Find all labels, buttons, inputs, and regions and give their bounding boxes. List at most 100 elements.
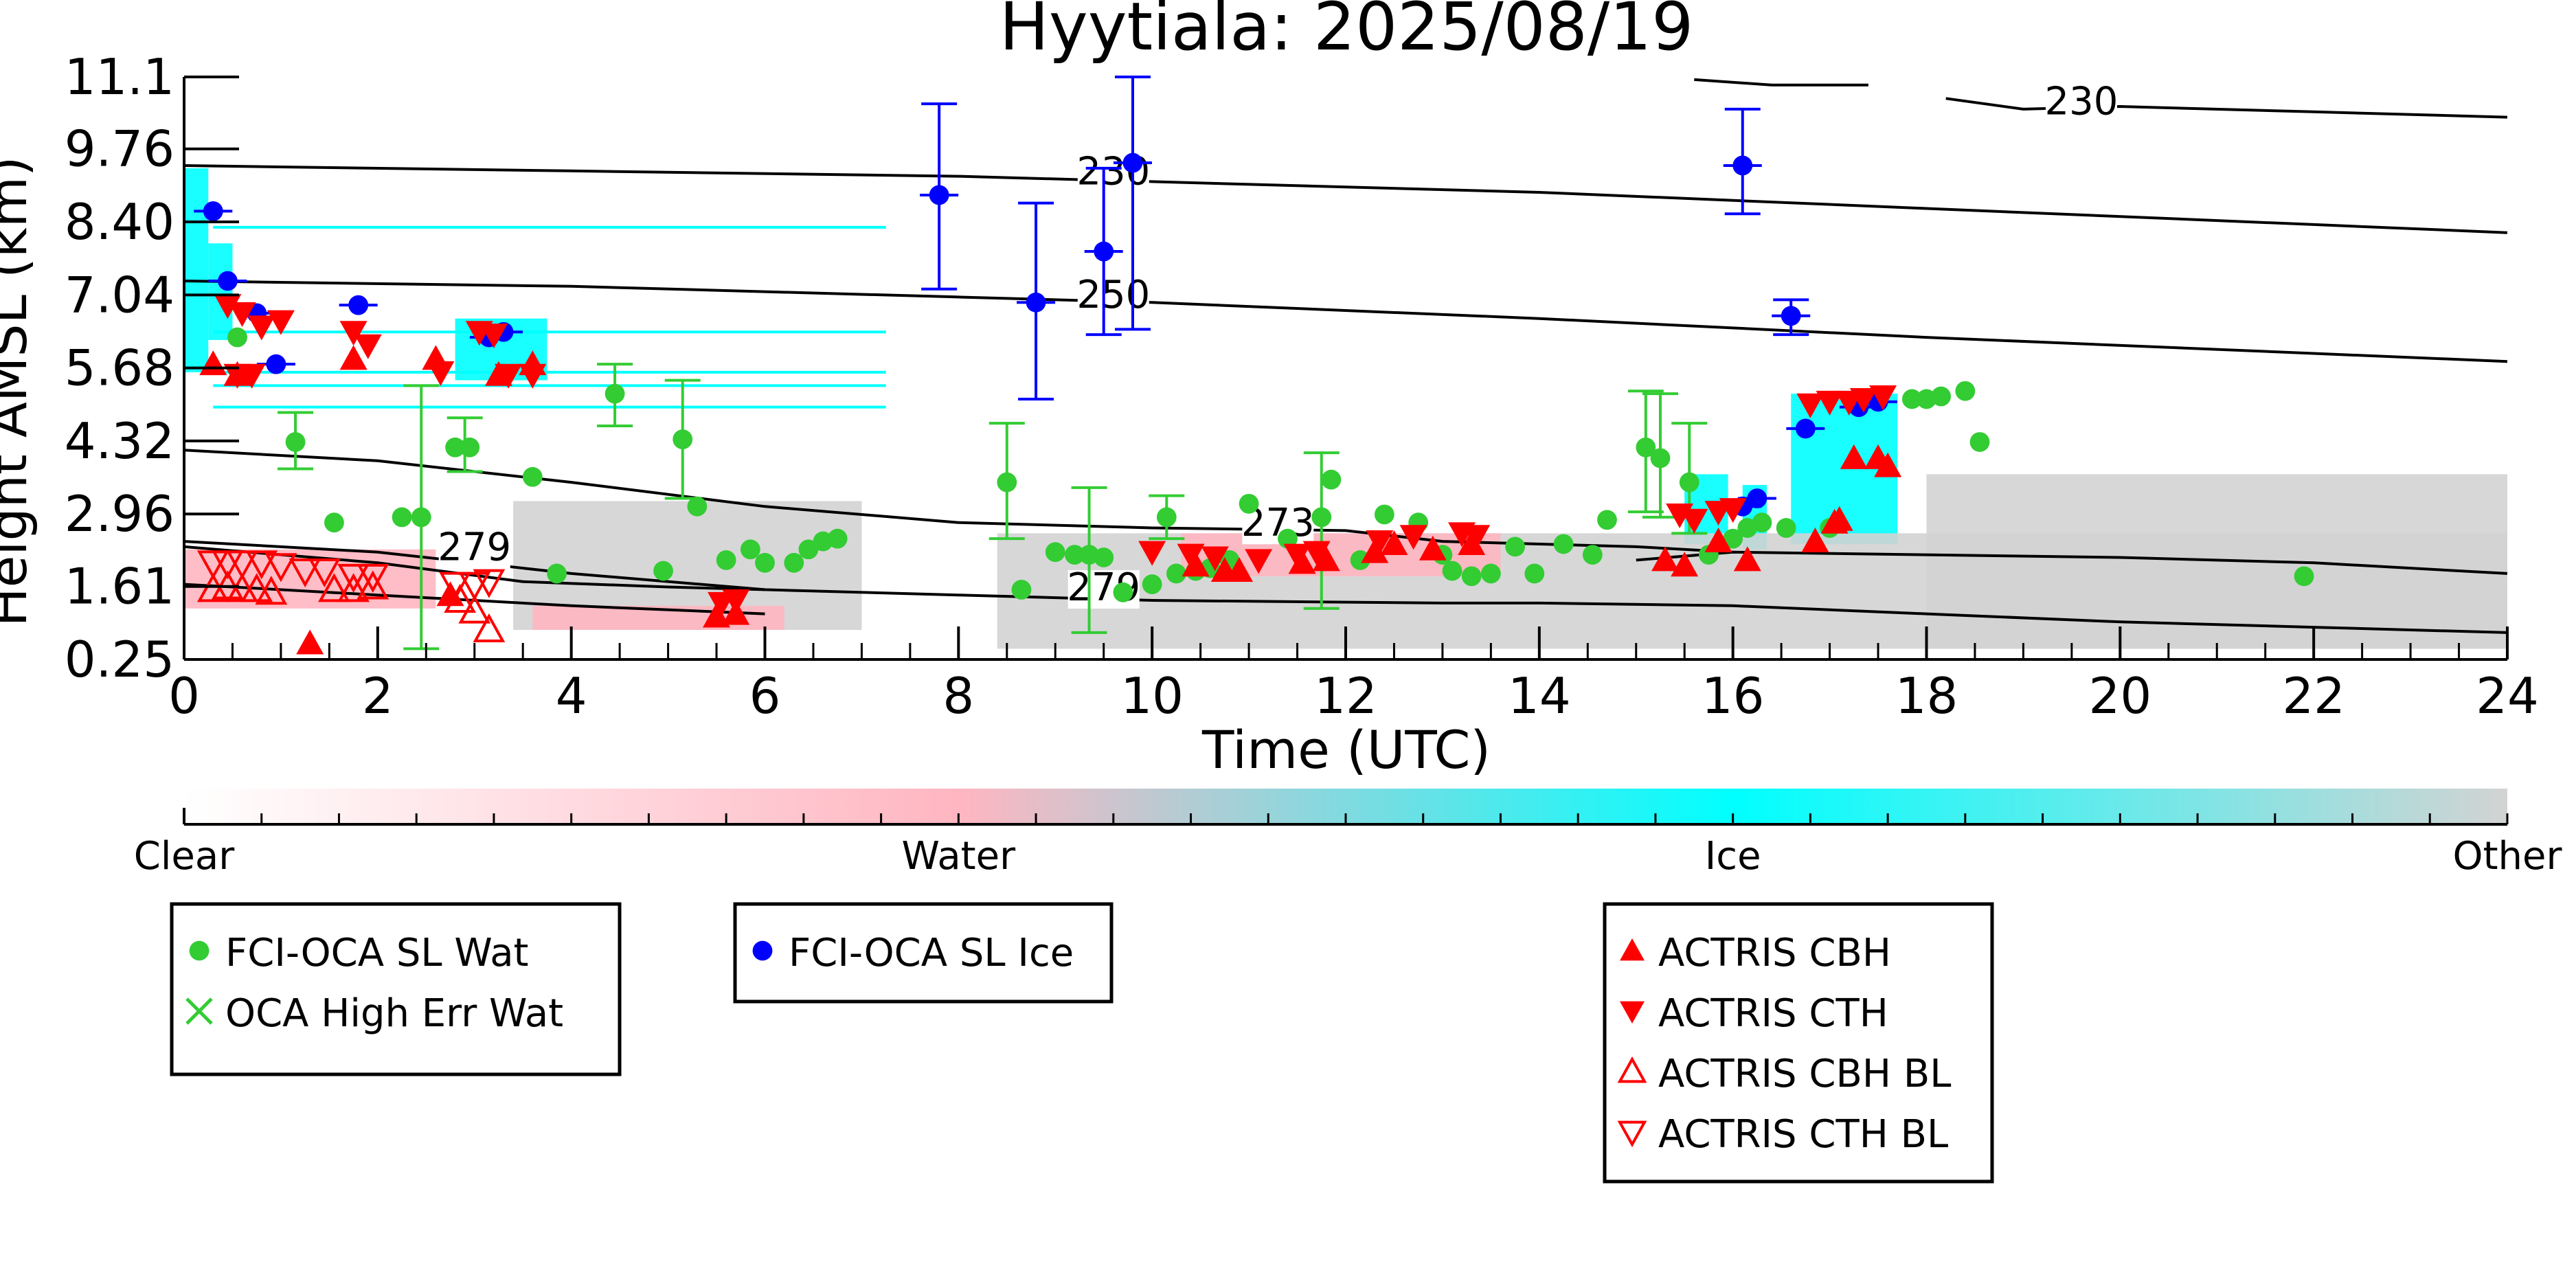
point-actris-cth bbox=[1138, 541, 1166, 566]
point-fci-oca-sl-wat bbox=[1374, 504, 1394, 525]
point-actris-cth bbox=[354, 334, 382, 359]
point-fci-oca-sl-wat bbox=[1582, 545, 1603, 565]
point-actris-cth-bl bbox=[337, 563, 370, 593]
legend-marker bbox=[1620, 1001, 1645, 1024]
point-fci-oca-sl-wat bbox=[1723, 528, 1743, 549]
chart-title: Hyytiala: 2025/08/19 bbox=[999, 0, 1694, 65]
contour-label: 279 bbox=[438, 525, 511, 569]
point-fci-oca-sl-wat bbox=[1553, 534, 1574, 554]
point-actris-cbh bbox=[1225, 557, 1253, 583]
point-actris-cbh-bl bbox=[337, 573, 370, 602]
point-fci-oca-sl-wat bbox=[1142, 574, 1162, 594]
point-actris-cbh bbox=[1288, 549, 1316, 574]
point-actris-cbh bbox=[1458, 530, 1486, 555]
contour-line bbox=[183, 540, 2508, 634]
point-actris-cth bbox=[1302, 541, 1331, 566]
point-fci-oca-sl-wat bbox=[784, 552, 804, 573]
point-actris-cth-bl bbox=[289, 558, 321, 588]
point-actris-cbh-bl bbox=[444, 583, 477, 613]
point-fci-oca-sl-wat bbox=[1311, 507, 1332, 528]
legend-label: ACTRIS CBH bbox=[1658, 931, 1891, 975]
data-markers bbox=[194, 152, 2314, 655]
point-actris-cth bbox=[1719, 498, 1747, 523]
point-actris-cth bbox=[238, 363, 266, 389]
x-tick-label: 6 bbox=[749, 667, 781, 725]
point-fci-oca-sl-wat bbox=[1321, 469, 1342, 490]
point-actris-cth bbox=[247, 315, 275, 341]
legend-box: ACTRIS CBH ACTRIS CTH ACTRIS CBH BL ACTRIS … bbox=[1603, 902, 1994, 1184]
point-fci-oca-sl-wat bbox=[1636, 437, 1656, 457]
point-actris-cbh-bl bbox=[458, 594, 491, 624]
y-tick-label: 2.96 bbox=[65, 485, 174, 543]
point-actris-cbh bbox=[436, 581, 464, 607]
point-fci-oca-sl-wat bbox=[460, 437, 480, 457]
x-tick-label: 22 bbox=[2282, 667, 2345, 725]
point-actris-cth bbox=[1680, 508, 1708, 534]
point-fci-oca-sl-wat bbox=[1931, 386, 1952, 407]
point-fci-oca-sl-wat bbox=[687, 496, 708, 517]
point-actris-cth-bl bbox=[245, 550, 278, 580]
point-actris-cbh bbox=[1840, 444, 1868, 469]
legend-label: FCI-OCA SL Wat bbox=[225, 931, 529, 975]
colorbar-label: Ice bbox=[1705, 834, 1761, 879]
point-actris-cth bbox=[495, 363, 523, 389]
point-actris-cth bbox=[1245, 549, 1273, 574]
contour-label: 250 bbox=[1076, 273, 1150, 317]
point-actris-cth bbox=[1177, 543, 1205, 569]
legend-marker bbox=[1617, 1120, 1647, 1148]
legend-label: FCI-OCA SL Ice bbox=[789, 931, 1074, 975]
point-actris-cbh bbox=[1651, 546, 1680, 572]
point-actris-cth bbox=[339, 321, 368, 346]
point-fci-oca-sl-wat bbox=[324, 512, 344, 533]
point-fci-oca-sl-wat bbox=[1505, 536, 1526, 557]
point-fci-oca-sl-wat bbox=[716, 550, 736, 570]
point-fci-oca-sl-wat bbox=[1094, 547, 1114, 567]
point-actris-cth bbox=[267, 310, 295, 335]
colorbar-label: Clear bbox=[134, 834, 235, 879]
point-fci-oca-sl-wat bbox=[522, 466, 543, 487]
point-fci-oca-sl-wat bbox=[1166, 563, 1186, 584]
point-actris-cbh bbox=[1704, 528, 1732, 553]
point-actris-cth-bl bbox=[357, 563, 389, 593]
point-fci-oca-sl-wat bbox=[445, 437, 465, 457]
point-fci-oca-sl-wat bbox=[411, 507, 431, 528]
point-fci-oca-sl-wat bbox=[1065, 545, 1085, 565]
point-actris-cbh-bl bbox=[357, 570, 389, 600]
contour-line bbox=[183, 280, 2508, 363]
legend-marker bbox=[1620, 938, 1645, 961]
point-fci-oca-sl-wat bbox=[1350, 550, 1370, 570]
y-tick-label: 8.40 bbox=[65, 193, 174, 251]
point-actris-cbh bbox=[1874, 452, 1902, 477]
point-actris-cbh bbox=[1361, 538, 1389, 563]
legend-box: FCI-OCA SL Wat OCA High Err Wat bbox=[170, 902, 622, 1076]
point-actris-cth bbox=[1796, 393, 1824, 418]
legend-label: ACTRIS CTH BL bbox=[1658, 1112, 1948, 1157]
point-fci-oca-sl-wat bbox=[1969, 432, 1990, 452]
point-actris-cth-bl bbox=[458, 572, 491, 601]
point-actris-cth bbox=[479, 324, 508, 349]
legend-frame bbox=[733, 902, 1114, 1004]
x-tick-label: 8 bbox=[942, 667, 974, 725]
point-fci-oca-sl-wat bbox=[1480, 563, 1501, 584]
x-tick-label: 18 bbox=[1895, 667, 1958, 725]
contour-label-bg bbox=[2045, 84, 2117, 123]
region-ice bbox=[208, 243, 233, 340]
contour-line bbox=[183, 545, 765, 591]
point-fci-oca-sl-wat bbox=[227, 327, 247, 348]
point-fci-oca-sl-wat bbox=[1156, 507, 1177, 528]
point-fci-oca-sl-wat bbox=[1461, 566, 1482, 587]
x-tick-label: 0 bbox=[168, 667, 200, 725]
point-fci-oca-sl-wat bbox=[547, 563, 567, 584]
contour-label: 230 bbox=[2045, 80, 2119, 124]
point-fci-oca-sl-wat bbox=[1011, 579, 1032, 600]
point-actris-cth bbox=[228, 302, 256, 327]
legend-label: ACTRIS CBH BL bbox=[1658, 1052, 1951, 1096]
point-fci-oca-sl-wat bbox=[755, 552, 775, 573]
y-tick-label: 7.04 bbox=[65, 266, 174, 324]
point-fci-oca-sl-wat bbox=[1679, 472, 1699, 493]
point-fci-oca-sl-wat bbox=[392, 507, 412, 528]
y-tick-label: 4.32 bbox=[65, 412, 174, 470]
contour-label-bg bbox=[438, 530, 510, 569]
point-actris-cth-bl bbox=[473, 569, 506, 598]
